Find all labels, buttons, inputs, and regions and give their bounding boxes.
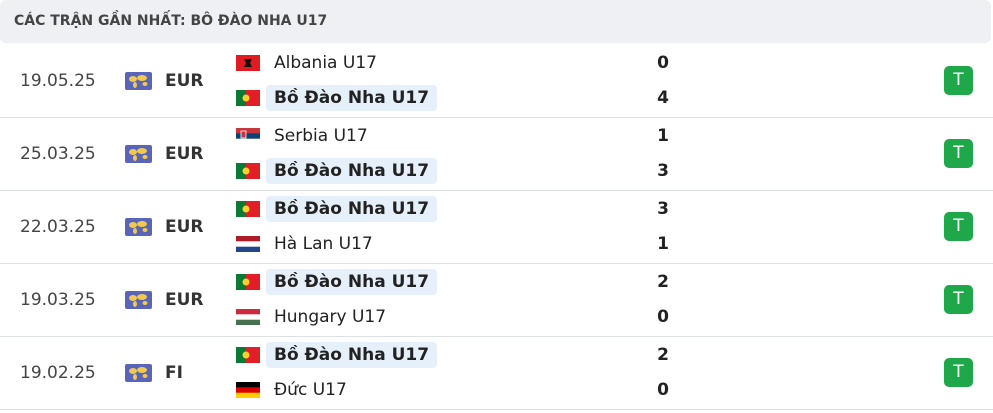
score: 1 [657,126,669,146]
score: 0 [657,380,669,400]
team-name: Bồ Đào Nha U17 [266,158,438,184]
team-name: Hungary U17 [274,307,387,327]
result-badge: T [944,66,973,95]
competition: EUR [165,144,204,164]
competition: EUR [165,217,204,237]
flag [236,201,260,217]
score: 0 [657,53,669,73]
score: 3 [657,161,669,181]
competition: FI [165,363,183,383]
team-name: Hà Lan U17 [274,234,373,254]
team-name: Bồ Đào Nha U17 [266,269,438,295]
header: CÁC TRẬN GẦN NHẤT: BÔ ĐÀO NHA U17 [0,0,991,43]
date: 19.05.25 [20,71,96,91]
competition: EUR [165,71,204,91]
score: 2 [657,272,669,292]
score: 2 [657,345,669,365]
score: 3 [657,199,669,219]
flag [236,382,260,398]
score: 4 [657,88,669,108]
competition-icon [125,145,152,163]
competition: EUR [165,290,204,310]
flag [236,347,260,363]
team-name: Bồ Đào Nha U17 [266,85,438,111]
result-badge: T [944,139,973,168]
team-name: Bồ Đào Nha U17 [266,196,438,222]
competition-icon [125,364,152,382]
team-name: Đức U17 [274,380,347,400]
result-badge: T [944,285,973,314]
competition-icon [125,291,152,309]
date: 19.03.25 [20,290,96,310]
score: 1 [657,234,669,254]
date: 22.03.25 [20,217,96,237]
flag [236,309,260,325]
score: 0 [657,307,669,327]
team-name: Bồ Đào Nha U17 [266,342,438,368]
date: 19.02.25 [20,363,96,383]
competition-icon [125,72,152,90]
flag [236,274,260,290]
flag [236,236,260,252]
match-row[interactable]: 19.02.25 FI Bồ Đào Nha U17 2 Đức U17 0 T [0,337,993,410]
header-title: CÁC TRẬN GẦN NHẤT: BÔ ĐÀO NHA U17 [14,13,328,29]
flag [236,90,260,106]
match-row[interactable]: 22.03.25 EUR Bồ Đào Nha U17 3 Hà Lan U17… [0,191,993,264]
flag [236,163,260,179]
competition-icon [125,218,152,236]
date: 25.03.25 [20,144,96,164]
flag [236,55,260,71]
match-row[interactable]: 25.03.25 EUR Serbia U17 1 Bồ Đào Nha U17… [0,118,993,191]
match-row[interactable]: 19.05.25 EUR Albania U17 0 Bồ Đào Nha U1… [0,45,993,118]
result-badge: T [944,358,973,387]
flag [236,128,260,144]
match-row[interactable]: 19.03.25 EUR Bồ Đào Nha U17 2 Hungary U1… [0,264,993,337]
team-name: Albania U17 [274,53,377,73]
result-badge: T [944,212,973,241]
team-name: Serbia U17 [274,126,368,146]
